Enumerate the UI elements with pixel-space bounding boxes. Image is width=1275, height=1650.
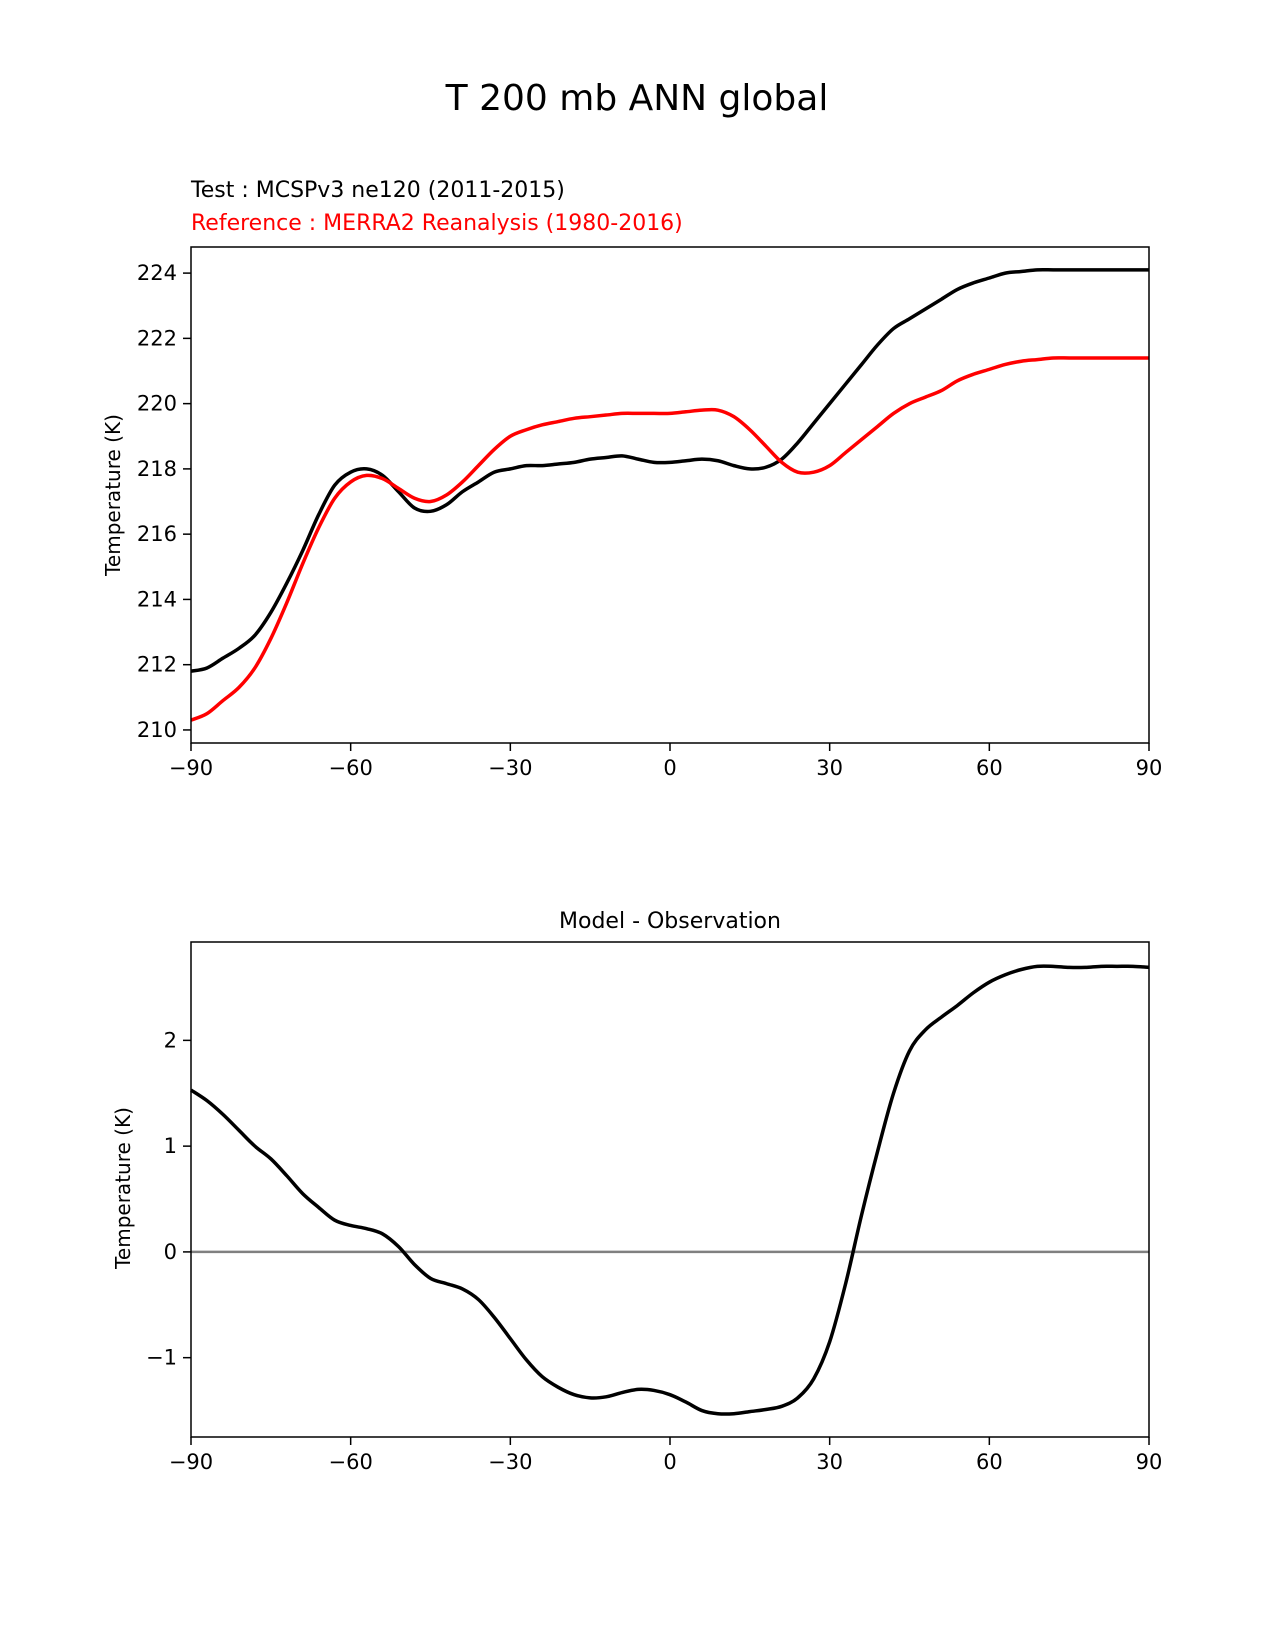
- top-lines: [190, 267, 1149, 722]
- y-tick-label: 222: [137, 326, 177, 350]
- x-tick-label: −60: [329, 1450, 373, 1474]
- bottom-panel: Model - Observation Temperature (K) −90−…: [111, 909, 1162, 1474]
- y-tick-label: 0: [164, 1240, 177, 1264]
- x-tick-label: 0: [663, 756, 676, 780]
- top-title-test: Test : MCSPv3 ne120 (2011-2015): [190, 178, 565, 203]
- y-tick-label: 224: [137, 261, 177, 285]
- x-tick-label: −90: [169, 756, 213, 780]
- y-tick-label: 210: [137, 718, 177, 742]
- top-panel: Test : MCSPv3 ne120 (2011-2015) Referenc…: [101, 178, 1162, 780]
- bottom-ticks: −90 −60 −30 0 30 60 90 −1 0 1 2: [146, 1028, 1162, 1474]
- top-plot-frame: [190, 246, 1150, 744]
- top-ticks: −90 −60 −30 0 30 60 90 210 212 214 216 218 220 222 224: [137, 261, 1162, 780]
- x-tick-label: −30: [488, 1450, 532, 1474]
- y-tick-label: 216: [137, 522, 177, 546]
- series-line-1: [190, 356, 1149, 722]
- y-tick-label: 1: [164, 1134, 177, 1158]
- top-y-axis-label: Temperature (K): [101, 414, 125, 577]
- x-tick-label: −30: [488, 756, 532, 780]
- x-tick-label: 90: [1136, 1450, 1163, 1474]
- x-tick-label: −60: [329, 756, 373, 780]
- y-tick-label: −1: [146, 1346, 177, 1370]
- y-tick-label: 2: [164, 1028, 177, 1052]
- bottom-y-axis-label: Temperature (K): [111, 1107, 135, 1270]
- y-tick-label: 220: [137, 392, 177, 416]
- figure-title: T 200 mb ANN global: [445, 78, 829, 119]
- bottom-plot-frame: [190, 941, 1150, 1438]
- y-tick-label: 214: [137, 587, 177, 611]
- x-tick-label: 30: [816, 756, 843, 780]
- x-tick-label: −90: [169, 1450, 213, 1474]
- x-tick-label: 60: [976, 756, 1003, 780]
- x-tick-label: 0: [663, 1450, 676, 1474]
- series-line-0: [190, 267, 1149, 673]
- x-tick-label: 90: [1136, 756, 1163, 780]
- y-tick-label: 212: [137, 653, 177, 677]
- series-line-0: [190, 964, 1150, 1416]
- x-tick-label: 60: [976, 1450, 1003, 1474]
- bottom-lines: [190, 964, 1150, 1416]
- x-tick-label: 30: [816, 1450, 843, 1474]
- bottom-title: Model - Observation: [559, 909, 781, 934]
- top-title-reference: Reference : MERRA2 Reanalysis (1980-2016…: [191, 211, 683, 236]
- y-tick-label: 218: [137, 457, 177, 481]
